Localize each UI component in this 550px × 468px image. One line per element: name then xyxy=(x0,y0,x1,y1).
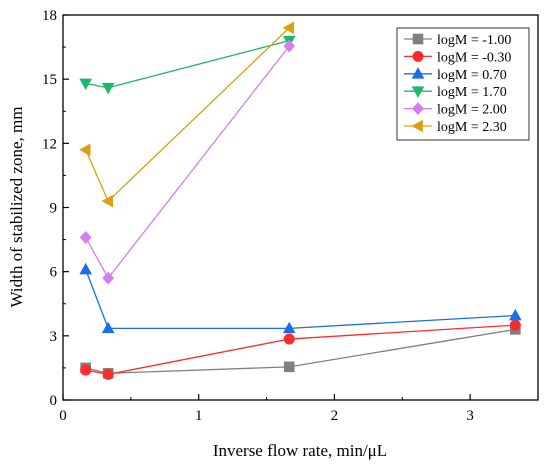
legend-label-logm-2-30: logM = 2.30 xyxy=(437,120,507,135)
legend-item-logm-1-00: logM = -1.00 xyxy=(404,33,511,48)
data-point-logm-2-30 xyxy=(282,21,295,35)
data-point-logm-0-30 xyxy=(80,364,92,376)
y-tick-label: 0 xyxy=(50,393,58,409)
data-point-logm-2-00 xyxy=(79,231,92,244)
x-tick-label: 3 xyxy=(466,408,474,424)
series-logm-2-30 xyxy=(79,21,295,208)
data-point-logm-2-30 xyxy=(79,143,91,157)
data-point-logm-0-30 xyxy=(509,319,521,331)
data-point-logm-0-30 xyxy=(102,368,114,380)
legend-item-logm-0-30: logM = -0.30 xyxy=(404,50,511,65)
x-axis-ticks: 0 1 2 3 xyxy=(59,394,474,424)
series-line-logm-0-30 xyxy=(85,324,516,375)
legend-label-logm-0-70: logM = 0.70 xyxy=(437,68,507,83)
legend-label-logm-2-00: logM = 2.00 xyxy=(437,103,507,118)
data-point-logm-2-00 xyxy=(102,271,115,285)
legend-box xyxy=(396,27,530,141)
series-logm-0-70 xyxy=(79,262,522,334)
x-tick-label: 2 xyxy=(331,408,339,424)
series-logm-1-00 xyxy=(80,324,521,379)
y-tick-label: 12 xyxy=(42,136,57,152)
series-line-logm-1-70 xyxy=(85,40,290,89)
data-point-logm-0-30 xyxy=(283,333,295,345)
series-line-logm-2-00 xyxy=(85,45,290,280)
data-point-logm-1-70 xyxy=(101,82,115,95)
legend-label-logm-0-30: logM = -0.30 xyxy=(437,50,511,65)
x-tick-label: 1 xyxy=(195,408,203,424)
y-tick-label: 15 xyxy=(42,72,57,88)
y-tick-label: 6 xyxy=(50,265,58,281)
legend-item-logm-2-30: logM = 2.30 xyxy=(404,119,507,135)
data-point-logm-0-70 xyxy=(282,321,296,334)
y-tick-label: 9 xyxy=(50,201,58,217)
series-line-logm-2-30 xyxy=(85,27,290,203)
series-logm-0-30 xyxy=(80,319,521,380)
series-line-logm-0-70 xyxy=(85,269,516,329)
y-axis-ticks: 0 3 6 9 12 15 18 xyxy=(42,8,69,409)
x-axis-label: Inverse flow rate, min/μL xyxy=(213,441,387,460)
y-axis-label: Width of stabilized zone, mm xyxy=(7,107,26,308)
legend: logM = -1.00 logM = -0.30 logM = 0.70 logM … xyxy=(396,27,530,141)
legend-marker-logm-2-00 xyxy=(412,102,424,116)
y-tick-label: 3 xyxy=(50,329,58,345)
legend-item-logm-0-70: logM = 0.70 xyxy=(404,67,507,83)
legend-item-logm-2-00: logM = 2.00 xyxy=(404,102,507,118)
data-point-logm-0-70 xyxy=(79,262,92,275)
data-point-logm-2-30 xyxy=(101,194,113,208)
series-line-logm-1-00 xyxy=(85,328,516,374)
y-tick-label: 18 xyxy=(42,8,57,24)
data-point-logm-1-00 xyxy=(283,361,295,373)
legend-marker-logm-2-30 xyxy=(411,119,423,133)
legend-item-logm-1-70: logM = 1.70 xyxy=(404,85,507,100)
data-point-logm-1-70 xyxy=(79,78,92,91)
series-layer xyxy=(79,21,522,380)
series-logm-2-00 xyxy=(79,39,296,285)
legend-marker-logm-1-00 xyxy=(412,33,424,45)
series-logm-1-70 xyxy=(79,35,296,95)
data-point-logm-0-70 xyxy=(101,321,115,334)
data-point-logm-0-70 xyxy=(509,308,522,321)
data-point-logm-2-00 xyxy=(283,39,296,53)
legend-marker-logm-1-70 xyxy=(411,86,425,98)
legend-marker-logm-0-70 xyxy=(411,67,425,79)
legend-label-logm-1-70: logM = 1.70 xyxy=(437,85,507,100)
legend-label-logm-1-00: logM = -1.00 xyxy=(437,33,511,48)
legend-marker-logm-0-30 xyxy=(412,50,424,62)
x-tick-label: 0 xyxy=(59,408,67,424)
